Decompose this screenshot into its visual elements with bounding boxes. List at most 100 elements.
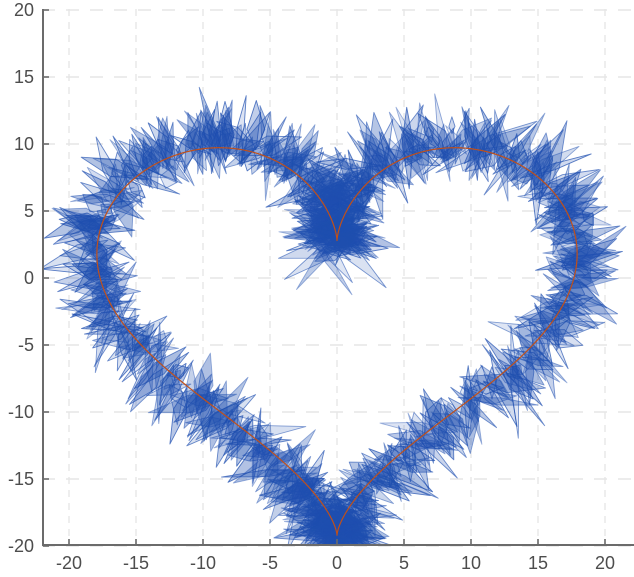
y-tick-label: 15 [13, 67, 34, 87]
spike-marker [130, 354, 167, 413]
spike-marker [366, 479, 401, 488]
spike-marker [360, 141, 372, 219]
y-tick-label: -5 [17, 335, 34, 355]
spike-marker [458, 384, 479, 454]
spike-marker [406, 421, 458, 479]
spike-marker [468, 122, 486, 181]
spike-marker [510, 140, 528, 172]
spike-marker [290, 124, 316, 178]
spike-marker [233, 135, 302, 157]
x-tick-label: 15 [527, 553, 549, 573]
spike-marker [448, 397, 473, 420]
spike-marker [517, 323, 538, 352]
spike-marker [312, 172, 330, 194]
x-tick-label: -20 [55, 553, 82, 573]
spike-marker [80, 181, 145, 220]
spike-marker [405, 132, 428, 154]
spike-marker [256, 443, 281, 478]
spike-marker [550, 223, 593, 246]
spike-marker [478, 136, 493, 174]
spike-marker [321, 225, 368, 255]
spike-marker [213, 423, 270, 449]
spike-marker [125, 162, 149, 181]
spike-marker [236, 418, 254, 467]
spike-marker [304, 188, 377, 245]
spike-marker [219, 132, 235, 147]
spike-marker [169, 387, 188, 445]
x-tick-label: 10 [460, 553, 482, 573]
spike-marker [94, 297, 111, 374]
spike-marker [387, 138, 404, 173]
spike-marker [269, 455, 312, 524]
x-tick-label: -10 [189, 553, 216, 573]
spike-marker [463, 113, 506, 165]
spike-marker [430, 425, 457, 448]
spike-marker [243, 136, 253, 161]
spike-marker [367, 140, 406, 181]
spike-marker [502, 371, 534, 400]
spike-marker [65, 215, 121, 231]
spike-marker [389, 445, 409, 462]
spike-marker [75, 266, 125, 304]
spike-marker [493, 133, 520, 191]
spike-marker [147, 122, 174, 155]
spike-marker [524, 320, 606, 337]
spike-marker [295, 449, 325, 512]
spike-marker [496, 112, 546, 193]
spike-marker [254, 427, 262, 452]
spike-marker [515, 298, 583, 321]
spike-marker [368, 448, 434, 493]
spike-marker [173, 362, 187, 382]
spike-marker [509, 133, 520, 174]
spike-marker [368, 111, 390, 180]
y-tick-label: -15 [7, 469, 34, 489]
spike-marker [206, 122, 230, 156]
spike-marker [391, 463, 434, 473]
spike-marker [463, 110, 489, 183]
spike-marker [226, 424, 249, 453]
spike-marker [361, 463, 410, 502]
spike-marker [536, 302, 604, 310]
spike-marker [213, 106, 235, 167]
spike-marker [278, 141, 317, 182]
spike-marker [381, 145, 400, 182]
spike-marker [292, 504, 359, 533]
spike-marker [89, 243, 119, 276]
spike-marker [315, 529, 374, 546]
spike-marker [469, 381, 504, 395]
spike-marker [42, 239, 109, 270]
spike-marker [251, 421, 273, 487]
x-tick-label: 20 [594, 553, 616, 573]
spike-marker [104, 201, 135, 209]
spike-marker [56, 214, 114, 242]
spike-marker [574, 212, 593, 258]
x-tick-label: -15 [122, 553, 149, 573]
spike-marker [317, 506, 328, 529]
spike-marker [57, 261, 130, 293]
spike-marker [218, 400, 240, 449]
y-tick-label: -10 [7, 402, 34, 422]
spike-marker [547, 268, 608, 309]
spike-marker [388, 111, 425, 184]
spike-marker [127, 180, 146, 199]
spike-marker [187, 387, 220, 438]
spike-marker [500, 348, 554, 371]
spike-marker [51, 207, 103, 239]
spike-marker [315, 231, 353, 284]
spike-marker [223, 420, 251, 465]
spike-marker [138, 137, 158, 163]
spike-marker [530, 169, 601, 233]
spike-marker [76, 189, 139, 208]
spike-marker [511, 145, 580, 187]
spike-marker [361, 452, 396, 484]
spike-marker [422, 134, 440, 153]
spike-marker [107, 163, 121, 206]
spike-marker [573, 225, 627, 270]
spike-marker [410, 419, 446, 455]
spike-marker [434, 93, 451, 182]
spike-marker [408, 127, 449, 161]
spike-marker [359, 129, 384, 159]
spike-marker [118, 140, 183, 184]
